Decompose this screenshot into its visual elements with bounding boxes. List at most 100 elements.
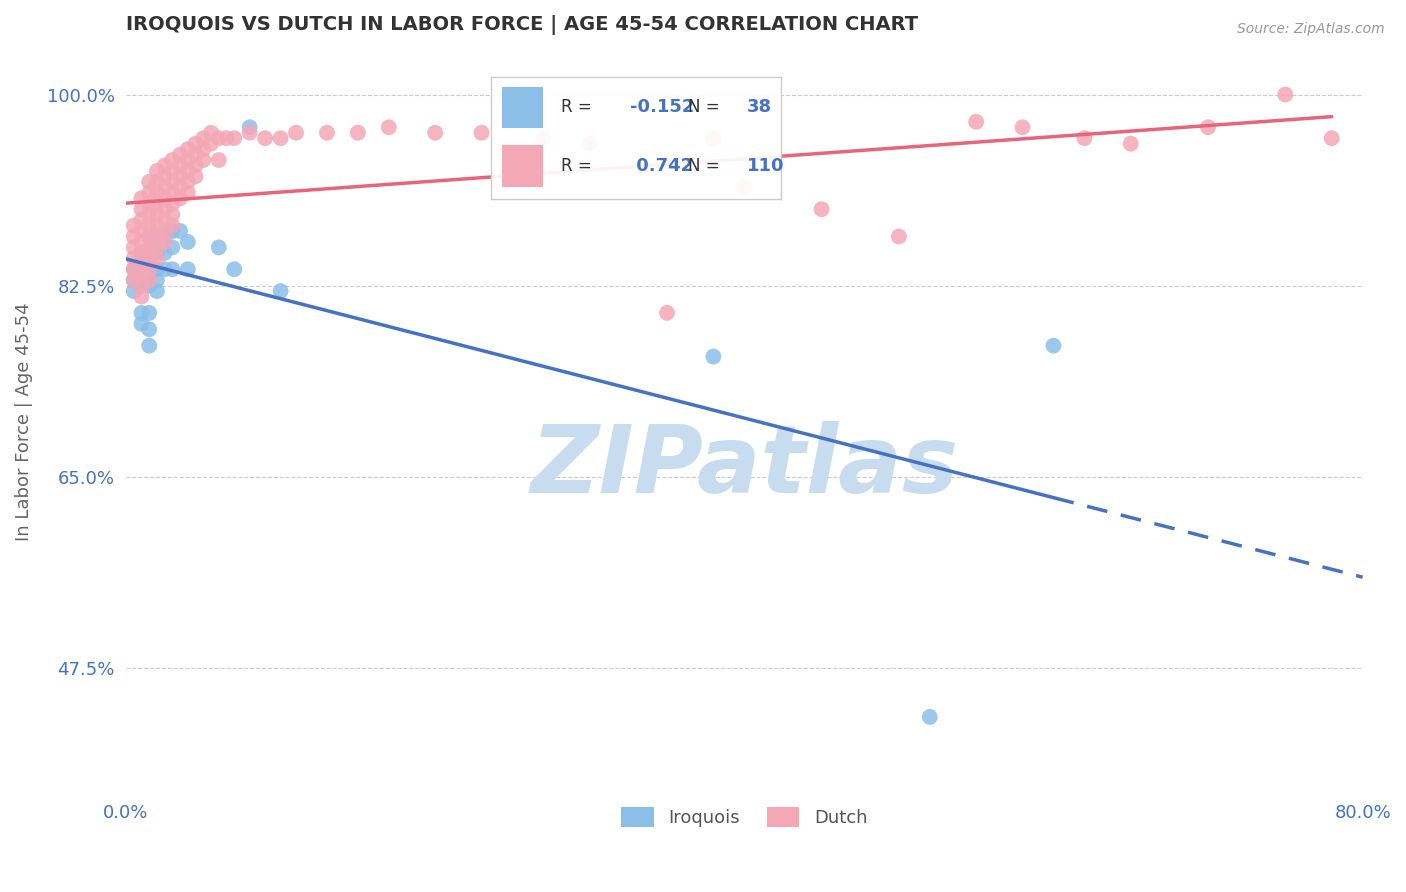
Point — [162, 240, 184, 254]
Point — [1274, 87, 1296, 102]
Point — [1119, 136, 1142, 151]
Point — [138, 186, 160, 200]
Point — [146, 208, 169, 222]
Point — [146, 284, 169, 298]
Point — [177, 153, 200, 167]
Point — [153, 229, 176, 244]
Point — [162, 208, 184, 222]
Point — [169, 224, 191, 238]
Point — [131, 245, 153, 260]
Point — [162, 196, 184, 211]
Point — [239, 126, 262, 140]
Point — [215, 131, 238, 145]
Point — [470, 126, 492, 140]
Point — [162, 219, 184, 233]
Point — [138, 245, 160, 260]
Point — [146, 196, 169, 211]
Point — [177, 164, 200, 178]
Point — [138, 278, 160, 293]
Point — [184, 136, 207, 151]
Point — [169, 169, 191, 184]
Point — [138, 273, 160, 287]
Point — [153, 180, 176, 194]
Point — [965, 115, 987, 129]
Point — [138, 306, 160, 320]
Point — [146, 175, 169, 189]
Point — [122, 273, 145, 287]
Point — [270, 284, 292, 298]
Point — [138, 196, 160, 211]
Point — [138, 252, 160, 266]
Point — [131, 278, 153, 293]
Point — [131, 257, 153, 271]
Point — [193, 142, 215, 156]
Point — [122, 262, 145, 277]
Point — [208, 240, 231, 254]
Point — [131, 268, 153, 282]
Point — [702, 350, 724, 364]
Point — [153, 202, 176, 216]
Point — [177, 186, 200, 200]
Point — [285, 126, 308, 140]
Point — [1073, 131, 1095, 145]
Point — [122, 252, 145, 266]
Point — [153, 191, 176, 205]
Point — [733, 180, 755, 194]
Point — [1042, 339, 1064, 353]
Y-axis label: In Labor Force | Age 45-54: In Labor Force | Age 45-54 — [15, 302, 32, 541]
Point — [146, 164, 169, 178]
Point — [578, 136, 600, 151]
Point — [138, 219, 160, 233]
Point — [193, 153, 215, 167]
Point — [184, 169, 207, 184]
Text: ZIPatlas: ZIPatlas — [530, 421, 959, 513]
Point — [153, 159, 176, 173]
Point — [131, 268, 153, 282]
Point — [184, 147, 207, 161]
Point — [169, 180, 191, 194]
Point — [169, 147, 191, 161]
Point — [138, 322, 160, 336]
Point — [122, 240, 145, 254]
Point — [138, 208, 160, 222]
Point — [146, 186, 169, 200]
Point — [200, 136, 222, 151]
Point — [146, 273, 169, 287]
Point — [378, 120, 401, 135]
Point — [131, 306, 153, 320]
Point — [177, 175, 200, 189]
Point — [702, 131, 724, 145]
Point — [239, 120, 262, 135]
Point — [1197, 120, 1219, 135]
Point — [122, 219, 145, 233]
Point — [146, 240, 169, 254]
Point — [162, 164, 184, 178]
Point — [122, 284, 145, 298]
Point — [162, 153, 184, 167]
Point — [1320, 131, 1343, 145]
Point — [224, 262, 246, 277]
Point — [153, 245, 176, 260]
Point — [224, 131, 246, 145]
Point — [131, 317, 153, 331]
Point — [1011, 120, 1033, 135]
Point — [153, 213, 176, 227]
Point — [122, 273, 145, 287]
Point — [122, 229, 145, 244]
Point — [138, 339, 160, 353]
Point — [153, 235, 176, 249]
Point — [131, 213, 153, 227]
Point — [162, 262, 184, 277]
Point — [153, 224, 176, 238]
Point — [138, 268, 160, 282]
Point — [138, 257, 160, 271]
Point — [177, 235, 200, 249]
Point — [208, 153, 231, 167]
Point — [184, 159, 207, 173]
Point — [887, 229, 910, 244]
Point — [169, 191, 191, 205]
Point — [131, 202, 153, 216]
Point — [138, 229, 160, 244]
Point — [146, 229, 169, 244]
Point — [254, 131, 277, 145]
